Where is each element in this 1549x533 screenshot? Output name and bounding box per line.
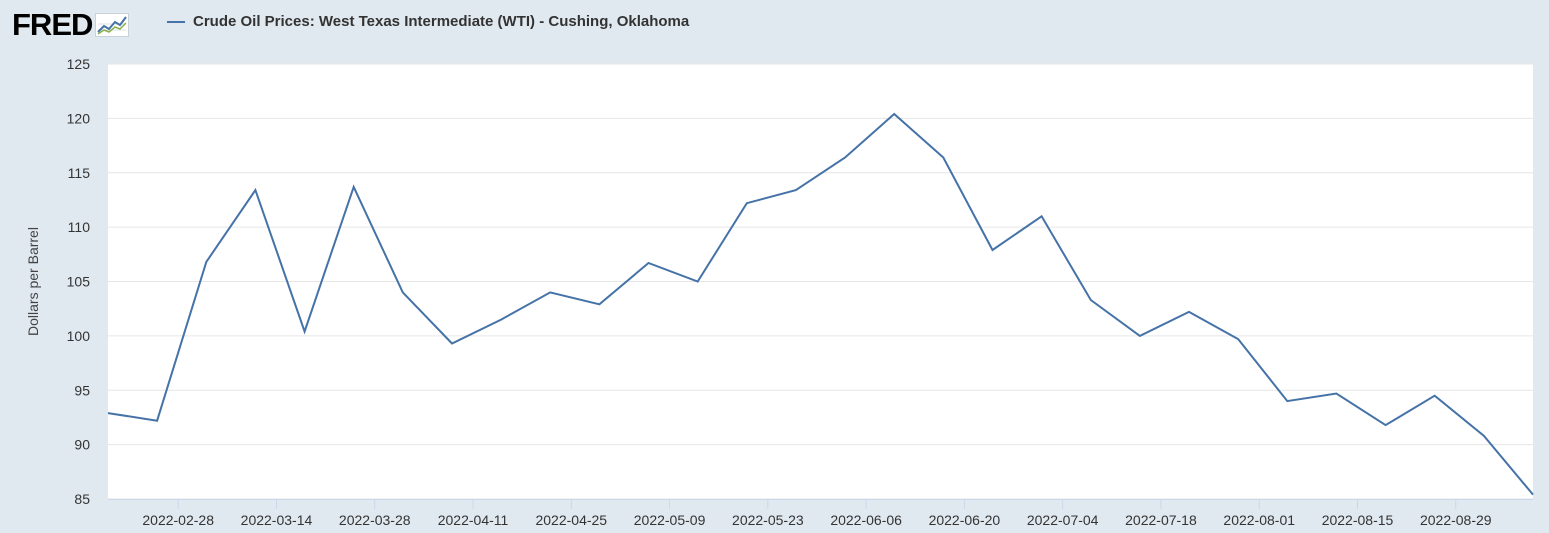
x-tick-label-2022-07-04: 2022-07-04 — [1027, 512, 1099, 528]
data-point-2022-06-10[interactable] — [891, 111, 897, 117]
data-point-2022-08-19[interactable] — [1383, 422, 1389, 428]
y-tick-label-85: 85 — [74, 491, 90, 507]
data-point-2022-03-18[interactable] — [302, 329, 308, 335]
data-point-2022-07-29[interactable] — [1235, 336, 1241, 342]
data-point-2022-07-08[interactable] — [1088, 297, 1094, 303]
y-axis-labels: 85 90 95 100 105 110 115 120 125 — [67, 56, 91, 507]
data-point-2022-02-25[interactable] — [154, 418, 160, 424]
x-tick-label-2022-08-29: 2022-08-29 — [1420, 512, 1492, 528]
logo-text: FRED — [12, 7, 93, 42]
x-tick-label-2022-04-11: 2022-04-11 — [438, 512, 509, 528]
x-axis-ticks — [108, 499, 1533, 509]
data-point-2022-06-03[interactable] — [842, 155, 848, 161]
data-point-2022-05-27[interactable] — [793, 187, 799, 193]
x-tick-label-2022-06-06: 2022-06-06 — [830, 512, 902, 528]
x-tick-label-2022-03-28: 2022-03-28 — [339, 512, 411, 528]
data-point-2022-06-24[interactable] — [989, 247, 995, 253]
data-point-2022-09-02[interactable] — [1481, 433, 1487, 439]
data-point-2022-05-06[interactable] — [646, 260, 652, 266]
header: FRED Crude Oil Prices: West Texas Interm… — [0, 0, 1549, 50]
legend-label[interactable]: Crude Oil Prices: West Texas Intermediat… — [193, 13, 690, 30]
y-tick-label-115: 115 — [68, 165, 91, 181]
data-point-2022-03-04[interactable] — [203, 259, 209, 265]
data-point-2022-08-26[interactable] — [1432, 393, 1438, 399]
fred-logo[interactable]: FRED — [12, 7, 130, 42]
x-tick-label-2022-05-23: 2022-05-23 — [732, 512, 804, 528]
data-point-2022-04-01[interactable] — [400, 289, 406, 295]
x-tick-label-2022-07-18: 2022-07-18 — [1125, 512, 1197, 528]
data-point-2022-04-29[interactable] — [596, 301, 602, 307]
x-tick-label-2022-04-25: 2022-04-25 — [535, 512, 607, 528]
y-tick-label-100: 100 — [67, 328, 91, 344]
data-point-2022-04-08[interactable] — [449, 340, 455, 346]
chart-legend: Crude Oil Prices: West Texas Intermediat… — [167, 13, 689, 30]
data-point-2022-04-15[interactable] — [498, 317, 504, 323]
y-tick-label-110: 110 — [68, 219, 91, 235]
y-tick-label-105: 105 — [67, 274, 91, 290]
data-point-2022-08-05[interactable] — [1284, 398, 1290, 404]
x-axis-labels: 2022-02-28 2022-03-14 2022-03-28 2022-04-11… — [142, 512, 1491, 528]
data-point-2022-06-17[interactable] — [940, 155, 946, 161]
data-point-2022-05-13[interactable] — [695, 279, 701, 285]
data-point-2022-07-15[interactable] — [1137, 333, 1143, 339]
series-line[interactable] — [107, 112, 1534, 496]
data-point-2022-08-12[interactable] — [1333, 391, 1339, 397]
x-tick-label-2022-06-20: 2022-06-20 — [929, 512, 1001, 528]
data-point-2022-03-25[interactable] — [351, 184, 357, 190]
y-tick-label-120: 120 — [67, 110, 91, 126]
y-tick-label-90: 90 — [74, 437, 90, 453]
data-point-2022-07-01[interactable] — [1039, 213, 1045, 219]
data-point-2022-03-11[interactable] — [252, 187, 258, 193]
legend-swatch — [167, 20, 185, 23]
y-axis-title: Dollars per Barrel — [25, 227, 41, 336]
data-point-2022-09-09[interactable] — [1530, 492, 1536, 498]
data-point-2022-07-22[interactable] — [1186, 309, 1192, 315]
data-point-2022-02-18[interactable] — [105, 410, 111, 416]
y-tick-label-125: 125 — [67, 56, 91, 72]
x-tick-label-2022-02-28: 2022-02-28 — [142, 512, 214, 528]
y-tick-label-95: 95 — [74, 382, 90, 398]
x-tick-label-2022-03-14: 2022-03-14 — [241, 512, 313, 528]
trend-chart-icon — [95, 12, 130, 42]
data-point-2022-05-20[interactable] — [744, 200, 750, 206]
x-tick-label-2022-05-09: 2022-05-09 — [634, 512, 706, 528]
x-tick-label-2022-08-01: 2022-08-01 — [1223, 512, 1295, 528]
x-tick-label-2022-08-15: 2022-08-15 — [1322, 512, 1394, 528]
data-point-2022-04-22[interactable] — [547, 289, 553, 295]
